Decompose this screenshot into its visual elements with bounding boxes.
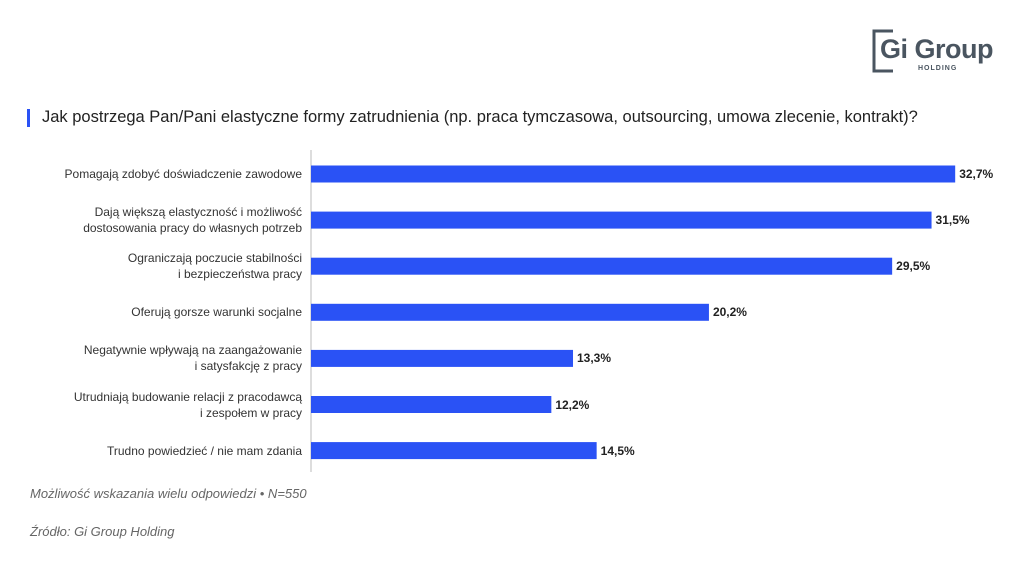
value-label: 31,5% — [935, 213, 970, 228]
category-label: Pomagają zdobyć doświadczenie zawodowe — [64, 167, 302, 181]
category-label: Oferują gorsze warunki socjalne — [131, 305, 302, 320]
value-label: 32,7% — [959, 167, 994, 181]
value-label: 14,5% — [600, 443, 635, 458]
bar — [311, 257, 893, 275]
category-label: Utrudniają budowanie relacji z pracodawc… — [73, 389, 302, 420]
value-label: 13,3% — [577, 351, 612, 366]
bar — [311, 442, 597, 460]
bar — [311, 396, 552, 413]
logo-name: Gi Group — [880, 34, 994, 64]
value-label: 12,2% — [555, 397, 590, 412]
logo-sub: HOLDING — [918, 65, 958, 72]
title-marker — [27, 109, 30, 127]
bar — [311, 211, 932, 229]
note: Możliwość wskazania wielu odpowiedzi • N… — [30, 486, 307, 501]
category-label: Negatywnie wpływają na zaangażowanie i s… — [83, 343, 302, 374]
bar — [311, 165, 956, 183]
logo-frame — [872, 29, 893, 73]
chart-title: Jak postrzega Pan/Pani elastyczne formy … — [42, 108, 918, 126]
value-label: 20,2% — [712, 305, 747, 320]
source: Źródło: Gi Group Holding — [30, 524, 175, 539]
category-label: Trudno powiedzieć / nie mam zdania — [107, 443, 302, 458]
category-label: Dają większą elastyczność i możliwość do… — [83, 205, 302, 236]
category-label: Ograniczają poczucie stabilności i bezpi… — [127, 251, 302, 282]
bar — [311, 303, 709, 321]
value-label: 29,5% — [896, 259, 931, 274]
bar — [311, 349, 574, 367]
